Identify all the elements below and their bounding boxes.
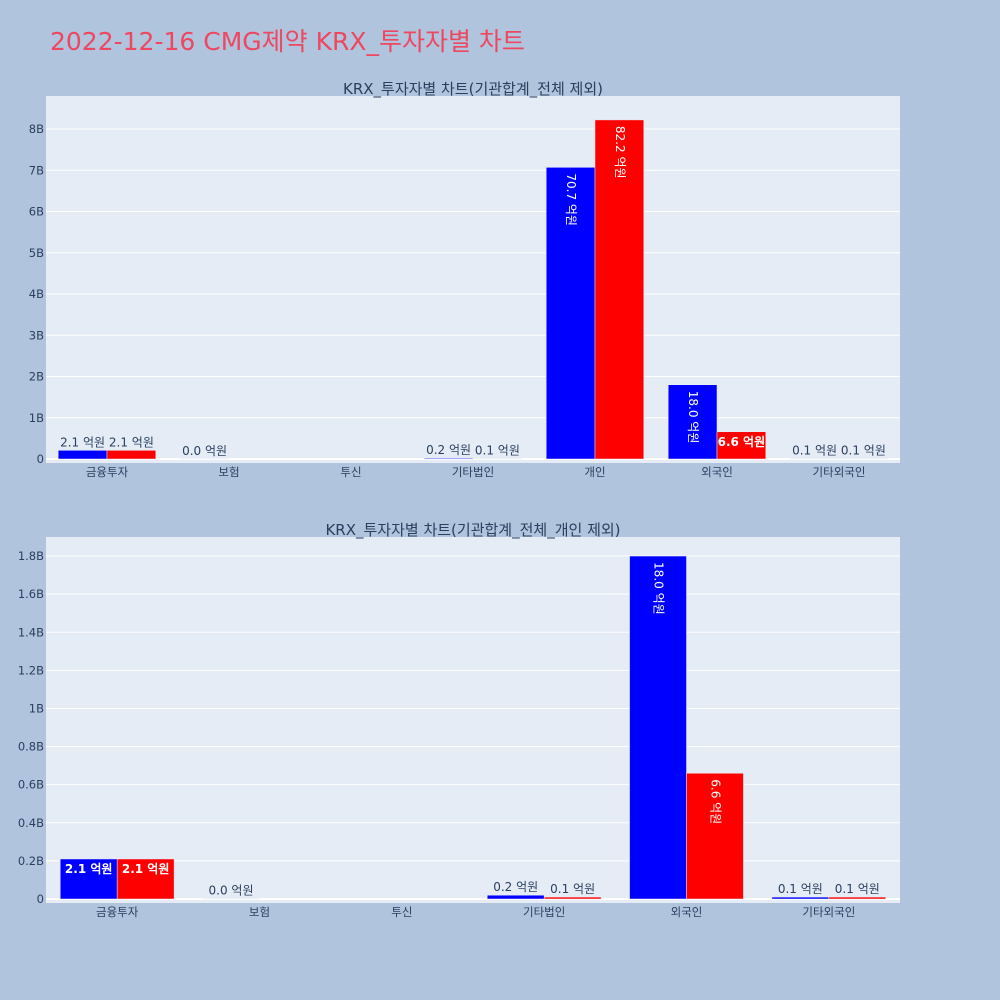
y-tick-label: 1.8B bbox=[18, 549, 44, 563]
bar bbox=[771, 896, 830, 900]
bar bbox=[106, 450, 157, 460]
x-tick-label: 기타법인 bbox=[452, 465, 494, 479]
data-label: 0.1 억원 bbox=[550, 882, 595, 896]
data-label: 2.1 억원 bbox=[60, 435, 105, 449]
y-tick-label: 0.8B bbox=[18, 740, 44, 754]
y-tick-label: 1.2B bbox=[18, 663, 44, 677]
data-label: 18.0 억원 bbox=[652, 562, 666, 615]
data-label: 0.1 억원 bbox=[835, 882, 880, 896]
data-label: 2.1 억원 bbox=[122, 862, 170, 876]
y-tick-label: 2B bbox=[29, 370, 44, 384]
bar bbox=[716, 431, 767, 460]
data-label: 0.2 억원 bbox=[426, 443, 471, 457]
x-tick-label: 외국인 bbox=[671, 905, 703, 919]
data-label: 82.2 억원 bbox=[613, 126, 627, 179]
y-tick-label: 0 bbox=[37, 452, 44, 466]
data-label: 6.6 억원 bbox=[718, 435, 766, 449]
bar bbox=[486, 894, 545, 900]
data-label: 70.7 억원 bbox=[564, 173, 578, 226]
y-tick-label: 3B bbox=[29, 328, 44, 342]
data-label: 0.1 억원 bbox=[778, 882, 823, 896]
y-tick-label: 1.4B bbox=[18, 625, 44, 639]
bar bbox=[59, 858, 118, 900]
y-tick-label: 1B bbox=[29, 411, 44, 425]
data-label: 18.0 억원 bbox=[686, 391, 700, 444]
bar bbox=[545, 167, 596, 460]
bar bbox=[667, 384, 718, 460]
data-label: 6.6 억원 bbox=[708, 779, 722, 824]
x-tick-label: 금융투자 bbox=[96, 905, 139, 919]
y-tick-label: 0.4B bbox=[18, 816, 44, 830]
bar bbox=[594, 119, 645, 460]
x-tick-label: 기타외국인 bbox=[813, 465, 866, 479]
x-tick-label: 투신 bbox=[340, 465, 361, 479]
bar bbox=[116, 858, 175, 900]
y-tick-label: 8B bbox=[29, 122, 44, 136]
bar bbox=[686, 773, 744, 900]
data-label: 0.1 억원 bbox=[475, 444, 520, 458]
x-tick-label: 보험 bbox=[249, 905, 270, 919]
x-tick-label: 투신 bbox=[391, 905, 412, 919]
x-tick-label: 개인 bbox=[584, 465, 605, 479]
x-tick-label: 기타법인 bbox=[523, 905, 565, 919]
x-tick-label: 금융투자 bbox=[86, 465, 129, 479]
data-label: 2.1 억원 bbox=[109, 435, 154, 449]
x-tick-label: 기타외국인 bbox=[802, 905, 855, 919]
data-label: 0.2 억원 bbox=[493, 880, 538, 894]
y-tick-label: 5B bbox=[29, 246, 44, 260]
y-tick-label: 1B bbox=[29, 701, 44, 715]
y-tick-label: 7B bbox=[29, 163, 44, 177]
data-label: 0.1 억원 bbox=[841, 444, 886, 458]
plot-area bbox=[46, 537, 900, 903]
y-tick-label: 0.6B bbox=[18, 778, 44, 792]
data-label: 2.1 억원 bbox=[65, 862, 113, 876]
x-tick-label: 외국인 bbox=[701, 465, 733, 479]
data-label: 0.0 억원 bbox=[209, 884, 254, 898]
bar bbox=[828, 896, 887, 900]
data-label: 0.0 억원 bbox=[182, 444, 227, 458]
page-title: 2022-12-16 CMG제약 KRX_투자자별 차트 bbox=[50, 27, 525, 56]
plot-area bbox=[46, 96, 900, 463]
y-tick-label: 0 bbox=[37, 892, 44, 906]
y-tick-label: 0.2B bbox=[18, 854, 44, 868]
bar bbox=[629, 555, 687, 900]
y-tick-label: 6B bbox=[29, 205, 44, 219]
data-label: 0.1 억원 bbox=[792, 444, 837, 458]
chart-title: KRX_투자자별 차트(기관합계_전체 제외) bbox=[343, 80, 603, 99]
y-tick-label: 4B bbox=[29, 287, 44, 301]
x-tick-label: 보험 bbox=[218, 465, 239, 479]
chart-title: KRX_투자자별 차트(기관합계_전체_개인 제외) bbox=[325, 521, 620, 540]
bar bbox=[543, 896, 602, 900]
y-tick-label: 1.6B bbox=[18, 587, 44, 601]
